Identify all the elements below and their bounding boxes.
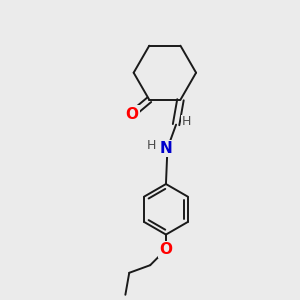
Text: O: O: [126, 106, 139, 122]
Text: H: H: [182, 115, 191, 128]
Text: H: H: [146, 140, 156, 152]
Text: O: O: [160, 242, 172, 257]
Text: N: N: [160, 141, 172, 156]
